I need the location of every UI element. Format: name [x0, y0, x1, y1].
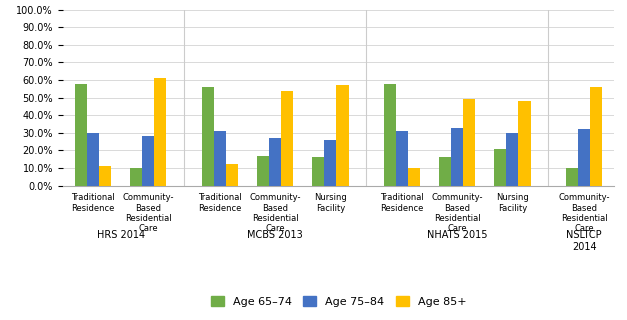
Bar — [324, 140, 336, 186]
Bar — [257, 156, 269, 186]
Bar — [507, 133, 519, 186]
Bar — [154, 78, 166, 186]
Bar — [451, 127, 463, 186]
Bar — [87, 133, 99, 186]
Bar — [463, 99, 475, 186]
Bar — [566, 168, 578, 186]
Bar — [130, 168, 142, 186]
Bar — [519, 101, 530, 186]
Bar — [281, 91, 293, 186]
Text: NHATS 2015: NHATS 2015 — [427, 230, 487, 240]
Bar — [494, 148, 507, 186]
Bar — [214, 131, 226, 186]
Legend: Age 65–74, Age 75–84, Age 85+: Age 65–74, Age 75–84, Age 85+ — [206, 292, 471, 311]
Bar — [336, 85, 349, 186]
Text: NSLTCP
2014: NSLTCP 2014 — [566, 230, 602, 252]
Bar — [269, 138, 281, 186]
Bar — [396, 131, 408, 186]
Text: MCBS 2013: MCBS 2013 — [247, 230, 303, 240]
Bar — [202, 87, 214, 186]
Bar — [439, 157, 451, 186]
Bar — [578, 129, 590, 186]
Text: HRS 2014: HRS 2014 — [97, 230, 145, 240]
Bar — [142, 136, 154, 186]
Bar — [75, 84, 87, 186]
Bar — [312, 157, 324, 186]
Bar — [99, 166, 111, 186]
Bar — [384, 84, 396, 186]
Bar — [226, 164, 238, 186]
Bar — [590, 87, 603, 186]
Bar — [408, 168, 420, 186]
